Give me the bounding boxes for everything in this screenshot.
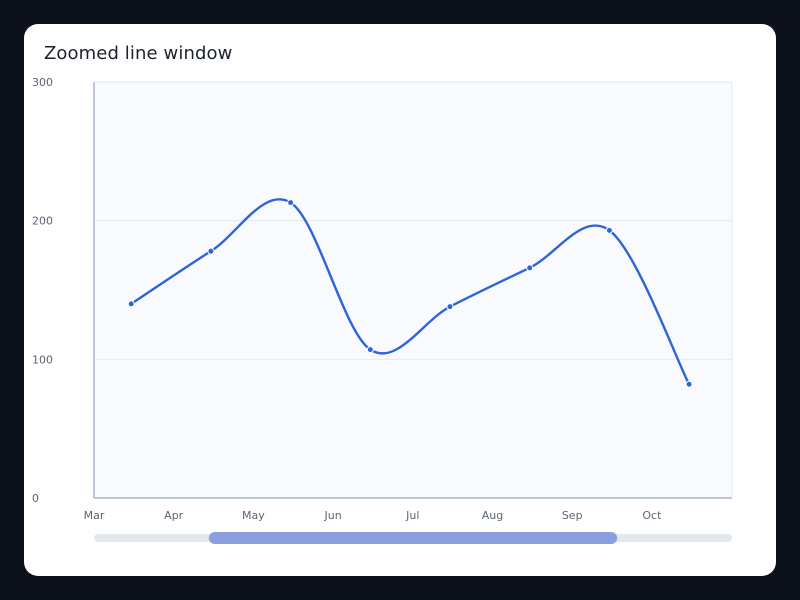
x-tick-label-oct: Oct [642, 509, 662, 522]
x-tick-label-sep: Sep [562, 509, 583, 522]
x-tick-label-aug: Aug [482, 509, 503, 522]
data-point-5 [446, 303, 454, 311]
data-point-8 [685, 380, 693, 388]
y-tick-label-300: 300 [32, 76, 53, 89]
x-tick-label-jun: Jun [324, 509, 342, 522]
x-tick-label-mar: Mar [84, 509, 105, 522]
y-tick-label-100: 100 [32, 353, 53, 366]
data-point-4 [366, 346, 374, 354]
data-point-7 [605, 226, 613, 234]
data-point-2 [207, 247, 215, 255]
x-tick-label-jul: Jul [405, 509, 419, 522]
zoom-scrollbar-thumb[interactable] [208, 532, 618, 544]
y-tick-label-200: 200 [32, 215, 53, 228]
y-tick-label-0: 0 [32, 492, 39, 505]
x-tick-label-apr: Apr [164, 509, 184, 522]
data-point-1 [127, 300, 135, 308]
line-chart: 0 100 200 300 Mar Apr May Jun Jul Aug Sep Oct [32, 76, 733, 544]
plot-area [93, 81, 733, 499]
data-point-6 [526, 264, 534, 272]
data-point-3 [287, 199, 295, 207]
x-tick-label-may: May [242, 509, 265, 522]
chart-card: Zoomed line window 0 100 200 300 Mar Apr May Ju… [24, 24, 776, 576]
chart-title: Zoomed line window [44, 43, 233, 64]
